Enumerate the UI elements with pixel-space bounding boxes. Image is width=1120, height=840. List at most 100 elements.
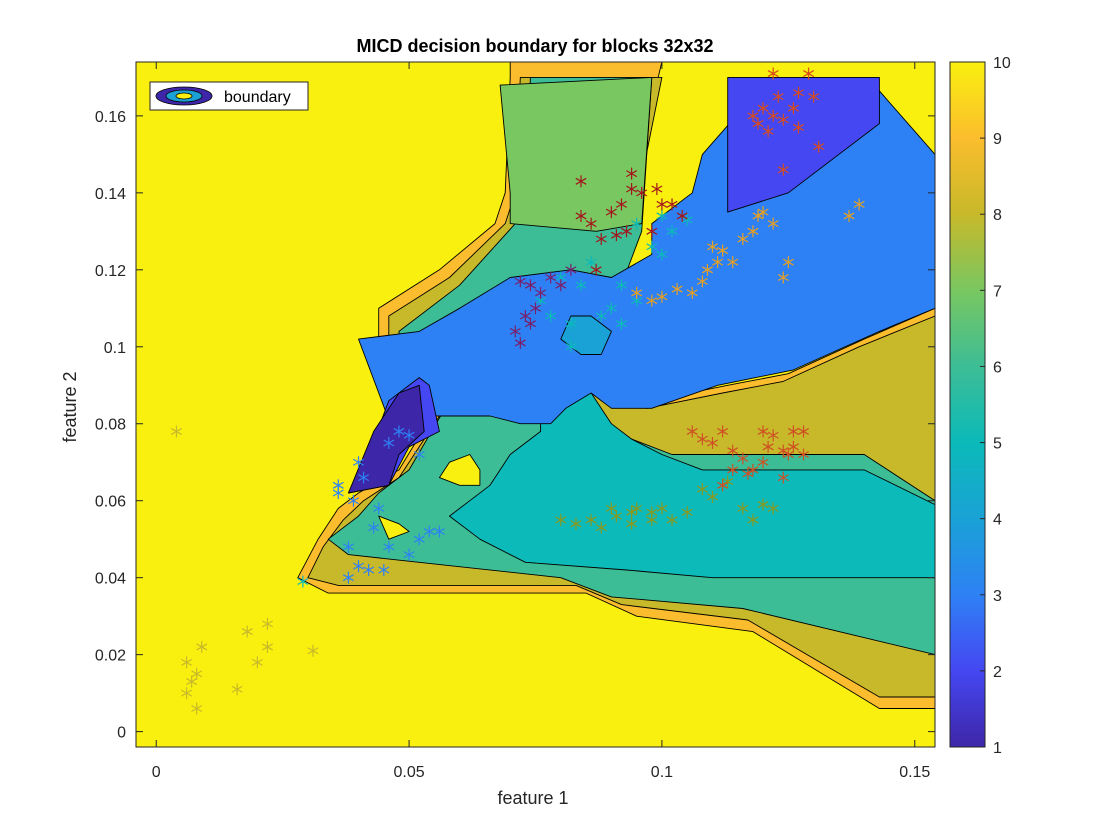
scatter-point [777,163,789,176]
colorbar-tick-label: 9 [993,131,1002,148]
scatter-point [656,502,668,515]
scatter-point [231,683,243,696]
scatter-point [378,563,390,576]
scatter-point [686,286,698,299]
scatter-point [565,340,577,353]
scatter-point [631,286,643,299]
scatter-point [696,433,708,446]
scatter-point [666,513,678,526]
legend-contour-icon-core [175,92,193,100]
scatter-point [656,248,668,261]
x-axis-title: feature 1 [497,788,568,808]
scatter-point [767,429,779,442]
scatter-point [767,67,779,80]
scatter-points [170,67,865,715]
scatter-point [565,263,577,276]
scatter-point [514,336,526,349]
scatter-point [787,440,799,453]
scatter-point [792,121,804,134]
x-tick-label: 0 [152,764,161,781]
scatter-point [530,302,541,315]
scatter-point [519,309,531,322]
colorbar-tick-label: 3 [993,588,1002,605]
scatter-point [413,533,425,546]
contour-region-class-1 [347,384,425,494]
scatter-point [621,225,633,238]
scatter-point [626,506,638,519]
scatter-point [681,213,693,226]
scatter-point [813,140,825,153]
scatter-point [803,67,815,80]
scatter-point [342,571,354,584]
scatter-point [631,502,643,515]
y-tick-label: 0.1 [104,340,126,357]
scatter-point [605,502,617,515]
colorbar-tick-label: 5 [993,436,1002,453]
scatter-point [853,198,865,211]
scatter-point [752,117,764,130]
scatter-point [717,244,729,257]
scatter-point [631,217,643,230]
y-tick-label: 0.08 [95,417,126,434]
scatter-point [737,233,749,246]
scatter-point [181,656,193,669]
scatter-point [403,548,415,561]
scatter-point [747,463,759,476]
scatter-point [342,540,354,553]
scatter-point [615,317,627,330]
scatter-point [782,256,794,269]
plot-frame [135,61,936,748]
scatter-point [757,102,769,115]
scatter-point [757,456,769,469]
scatter-point [353,456,365,469]
legend-entry-boundary: boundary [224,89,291,106]
x-axis-ticks: 0 0.05 0.1 0.15 [152,62,930,781]
scatter-point [509,325,521,338]
scatter-point [186,675,198,688]
scatter-point [767,502,779,515]
x-tick-label: 0.05 [394,764,425,781]
scatter-point [752,209,764,222]
y-tick-label: 0.16 [95,109,126,126]
scatter-point [181,687,193,700]
colorbar-tick-label: 1 [993,740,1002,757]
colorbar-tick-label: 6 [993,359,1002,376]
scatter-point [656,290,668,303]
scatter-point [798,448,810,461]
scatter-point [782,448,794,461]
scatter-point [787,425,799,438]
scatter-point [671,283,683,296]
scatter-point [717,479,729,492]
scatter-point [353,560,365,573]
contour-region-class-10 [438,454,481,486]
scatter-point [772,90,784,103]
scatter-point [535,286,547,299]
scatter-point [646,294,658,307]
x-tick-label: 0.1 [651,764,673,781]
y-tick-label: 0.14 [95,186,126,203]
scatter-point [767,109,779,122]
scatter-point [555,279,567,292]
scatter-point [843,209,855,222]
scatter-point [605,206,617,219]
scatter-point [696,483,708,496]
scatter-point [595,521,607,534]
plot-area [136,62,935,747]
y-axis-title: feature 2 [60,371,80,442]
scatter-point [524,279,536,292]
scatter-point [808,90,820,103]
colorbar: 1 2 3 4 5 6 7 8 9 10 [949,55,1011,757]
scatter-point [747,513,759,526]
scatter-point [626,182,638,195]
scatter-point [747,225,759,238]
scatter-point [762,125,774,138]
scatter-point [706,240,718,253]
scatter-point [646,513,658,526]
scatter-point [191,667,203,680]
scatter-point [605,302,617,315]
colorbar-gradient [949,61,986,748]
scatter-point [393,425,405,438]
scatter-point [722,475,734,488]
scatter-point [251,656,263,669]
